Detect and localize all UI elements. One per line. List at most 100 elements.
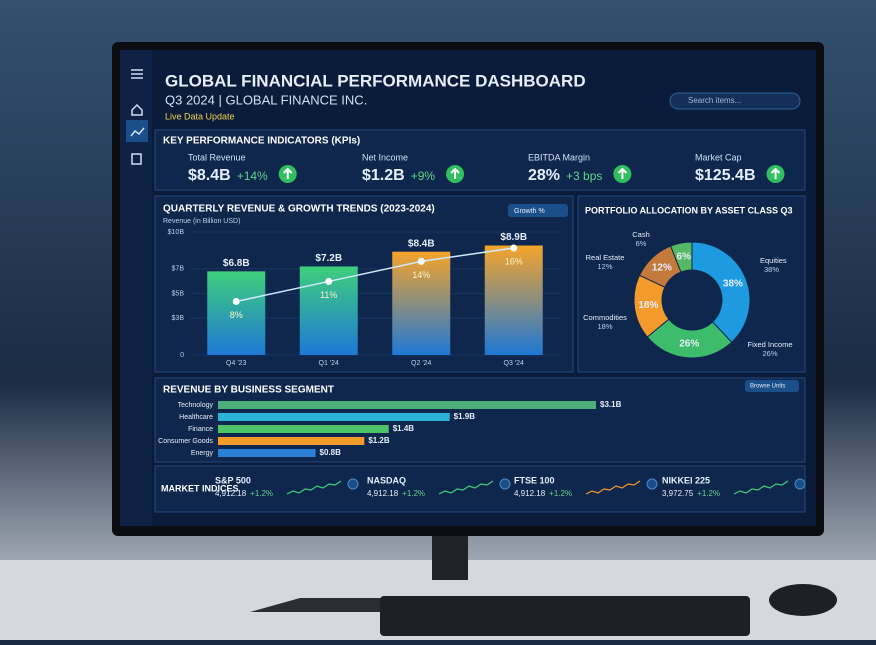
x-tick-label: Q4 '23	[226, 360, 247, 367]
index-name: NIKKEI 225	[662, 475, 710, 485]
segment-bar	[218, 401, 596, 409]
segment-bar	[218, 437, 365, 445]
index-name: FTSE 100	[514, 475, 555, 485]
donut-segment	[691, 241, 751, 343]
index-icon	[794, 478, 806, 490]
sparkline	[733, 480, 789, 495]
donut-category-percent: 18%	[597, 322, 612, 331]
donut-percent: 38%	[723, 278, 743, 289]
kpi-arrow	[617, 167, 628, 179]
donut-category: Fixed Income	[747, 340, 792, 349]
index-value: 3,972.75	[662, 489, 694, 498]
kpi-arrow	[283, 167, 293, 179]
x-tick-label: Q3 '24	[504, 360, 525, 367]
bar-value-label: $6.8B	[223, 258, 250, 269]
kpi-value: 28%	[528, 167, 560, 184]
index-change: +1.2%	[250, 489, 273, 498]
mouse	[769, 584, 837, 616]
index-change: +1.2%	[697, 489, 720, 498]
segment-value: $0.8B	[320, 448, 342, 457]
segment-bar	[218, 413, 450, 421]
sidebar-icons	[130, 69, 145, 165]
title: GLOBAL FINANCIAL PERFORMANCE DASHBOARD	[165, 71, 586, 90]
bar	[207, 271, 266, 355]
segment-label: Healthcare	[179, 414, 213, 421]
kpi-change: +14%	[237, 169, 268, 183]
portfolio-title: PORTFOLIO ALLOCATION BY ASSET CLASS Q3	[585, 205, 793, 215]
index-name: NASDAQ	[367, 475, 406, 485]
segments-title: REVENUE BY BUSINESS SEGMENT	[163, 385, 334, 396]
kpi-label: Market Cap	[695, 152, 742, 162]
segment-value: $1.4B	[393, 424, 415, 433]
kpi-label: Net Income	[362, 152, 408, 162]
segment-label: Technology	[178, 402, 214, 409]
index-name: S&P 500	[215, 475, 251, 485]
donut-percent: 26%	[679, 339, 699, 350]
bar	[484, 245, 543, 355]
growth-toggle[interactable]	[508, 204, 568, 217]
units-toggle-label: Browse Units	[750, 384, 785, 390]
kpi-value: $125.4B	[695, 167, 756, 184]
bar-value-label: $8.4B	[408, 238, 435, 249]
index-change: +1.2%	[402, 489, 425, 498]
donut-percent: 6%	[677, 251, 692, 262]
segment-value: $1.9B	[454, 412, 476, 421]
search-placeholder: Search items...	[688, 96, 741, 105]
segment-label: Finance	[188, 426, 213, 433]
subtitle: Q3 2024 | GLOBAL FINANCE INC.	[165, 92, 367, 107]
sparkline	[438, 480, 494, 495]
index-value: 4,912.18	[367, 489, 399, 498]
kpi-label: Total Revenue	[188, 152, 246, 162]
y-tick-label: $5B	[172, 290, 185, 297]
bar-value-label: $8.9B	[500, 232, 527, 243]
index-icon	[499, 478, 511, 490]
donut-category-percent: 26%	[762, 349, 777, 358]
bar	[392, 251, 451, 355]
segment-value: $1.2B	[368, 436, 390, 445]
segment-label: Consumer Goods	[158, 438, 213, 445]
donut-percent: 18%	[638, 300, 658, 311]
donut-category-percent: 12%	[597, 262, 612, 271]
donut-category-percent: 6%	[636, 239, 647, 248]
donut-segment	[670, 241, 693, 273]
kpi-arrow	[450, 167, 460, 179]
growth-label: 11%	[320, 290, 337, 300]
kpi-value: $8.4B	[188, 167, 231, 184]
y-tick-label: 0	[180, 352, 184, 359]
kpi-title: KEY PERFORMANCE INDICATORS (KPIs)	[163, 136, 360, 147]
sidebar-active[interactable]	[126, 120, 148, 142]
sparkline	[286, 480, 342, 495]
market-title: MARKET INDICES	[161, 483, 239, 493]
y-axis-label: Revenue (in Billion USD)	[163, 218, 240, 225]
index-value: 4,912.18	[514, 489, 546, 498]
growth-line	[236, 247, 514, 303]
y-tick-label: $10B	[168, 229, 185, 236]
donut-percent: 12%	[652, 263, 672, 274]
search-box[interactable]	[669, 92, 801, 110]
kpi-change: +9%	[411, 169, 436, 183]
growth-point	[510, 244, 518, 252]
kpi-change: +3 bps	[566, 169, 602, 183]
bar-value-label: $7.2B	[315, 253, 342, 264]
donut-category-percent: 38%	[764, 265, 779, 274]
growth-point	[417, 257, 425, 265]
index-icon	[646, 478, 658, 490]
quarterly-title: QUARTERLY REVENUE & GROWTH TRENDS (2023-…	[163, 204, 435, 215]
donut-category: Real Estate	[586, 253, 625, 262]
segment-bar	[218, 449, 316, 457]
index-icon	[347, 478, 359, 490]
y-tick-label: $3B	[172, 315, 185, 322]
keyboard	[380, 596, 750, 636]
segment-label: Energy	[191, 450, 214, 457]
index-value: 4,912.18	[215, 489, 247, 498]
growth-label: 16%	[505, 256, 523, 266]
units-toggle[interactable]	[745, 380, 799, 392]
growth-label: 14%	[412, 270, 430, 280]
y-tick-label: $7B	[172, 266, 185, 273]
index-change: +1.2%	[549, 489, 572, 498]
donut-category: Commodities	[583, 313, 627, 322]
donut-category: Equities	[760, 256, 787, 265]
kpi-value: $1.2B	[362, 167, 405, 184]
